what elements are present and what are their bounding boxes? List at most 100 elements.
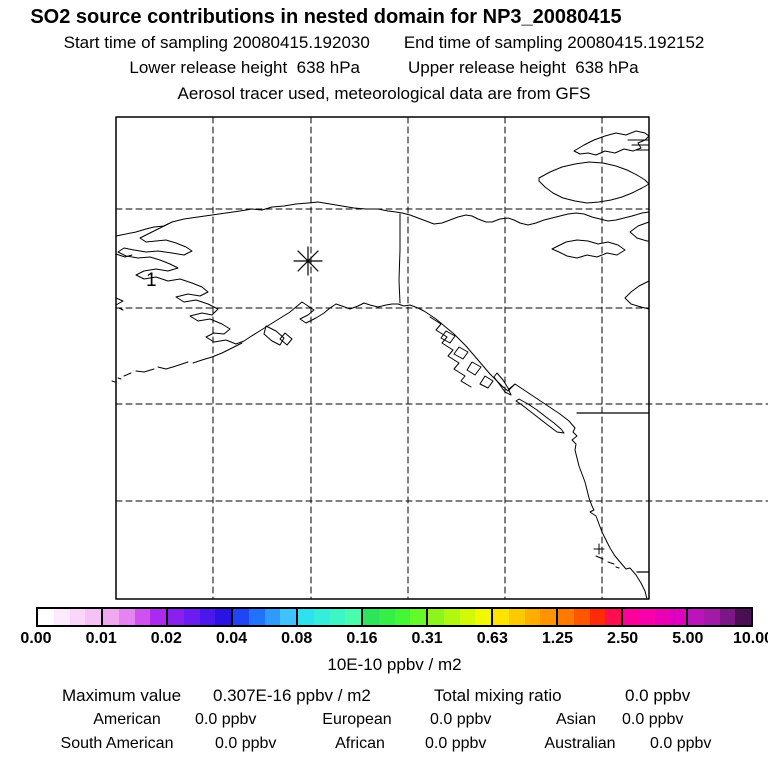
region-european-label: European (322, 711, 392, 728)
tracer-note-text: Aerosol tracer used, meteorological data… (177, 84, 591, 103)
max-value-label: Maximum value (62, 686, 182, 705)
colorbar-cell (248, 609, 265, 625)
colorbar-tick-label: 0.01 (85, 630, 117, 647)
colorbar-cell (686, 609, 704, 625)
colorbar-cell (410, 609, 426, 625)
colorbar-tick-label: 0.08 (281, 630, 313, 647)
region-european-value: 0.0 ppbv (430, 711, 492, 728)
upper-release-text: Upper release height 638 hPa (408, 58, 639, 77)
coastline-alaska-north-coast (115, 201, 650, 237)
colorbar-cell (491, 609, 509, 625)
region-south-american-value: 0.0 ppbv (215, 735, 277, 752)
region-south-american-label: South American (60, 735, 174, 752)
colorbar-cell (443, 609, 460, 625)
colorbar-cell (53, 609, 70, 625)
colorbar-cell (134, 609, 151, 625)
colorbar-cell (589, 609, 606, 625)
colorbar-cell (361, 609, 379, 625)
colorbar-cell (38, 609, 54, 625)
colorbar-cell (264, 609, 281, 625)
total-mixing-ratio-value: 0.0 ppbv (625, 686, 691, 705)
colorbar-cell (329, 609, 346, 625)
colorbar-cell (345, 609, 361, 625)
colorbar-unit-label: 10E-10 ppbv / m2 (327, 655, 462, 674)
great-slave-lake-fragment (624, 280, 650, 310)
colorbar-tick-label: 0.00 (20, 630, 52, 647)
border-alaska-canada-141w (398, 213, 401, 304)
colorbar-cell (231, 609, 249, 625)
colorbar-cell (280, 609, 296, 625)
colorbar-cell (524, 609, 541, 625)
vancouver-island (515, 398, 565, 434)
region-african-label: African (335, 735, 385, 752)
colorbar-cell (118, 609, 135, 625)
colorbar-tick-label: 10.00 (732, 630, 768, 647)
colorbar-cell (394, 609, 411, 625)
colorbar-cell (296, 609, 314, 625)
colorbar-cell (556, 609, 574, 625)
kodiak-island (263, 325, 293, 346)
colorbar-cell (670, 609, 686, 625)
colorbar (36, 607, 753, 627)
colorbar-cell (85, 609, 101, 625)
colorbar-tick-label: 1.25 (541, 630, 574, 647)
colorbar-cell (426, 609, 444, 625)
colorbar-cell (166, 609, 184, 625)
aleutian-islands (111, 361, 189, 383)
region-australian-value: 0.0 ppbv (650, 735, 712, 752)
colorbar-tick-label: 0.63 (476, 630, 508, 647)
start-time-text: Start time of sampling 20080415.192030 (63, 33, 370, 52)
colorbar-cell (313, 609, 330, 625)
colorbar-cell (459, 609, 476, 625)
total-mixing-ratio-label: Total mixing ratio (434, 686, 562, 705)
graticule-gridlines (115, 116, 768, 600)
region-asian-value: 0.0 ppbv (622, 711, 684, 728)
great-bear-lake (551, 239, 626, 259)
colorbar-cell (573, 609, 590, 625)
colorbar-cell (101, 609, 119, 625)
colorbar-cell (215, 609, 231, 625)
colorbar-tick-label: 0.16 (346, 630, 378, 647)
colorbar-cell (703, 609, 720, 625)
colorbar-cell (638, 609, 655, 625)
end-time-text: End time of sampling 20080415.192152 (403, 33, 705, 52)
colorbar-tick-label: 0.02 (150, 630, 182, 647)
colorbar-tick-label: 0.31 (411, 630, 443, 647)
colorbar-cell (183, 609, 200, 625)
bering-sea-islets (115, 253, 133, 311)
sampling-times-line: Start time of sampling 20080415.192030 En… (0, 33, 768, 53)
coastline-alaska-west-and-pacific-coast (117, 223, 648, 600)
colorbar-cell (150, 609, 166, 625)
map-frame (115, 116, 650, 600)
colorbar-tick-label: 2.50 (607, 630, 639, 647)
max-value-number: 0.307E-16 ppbv / m2 (213, 686, 371, 705)
region-number-label: 1 (146, 270, 157, 291)
region-african-value: 0.0 ppbv (425, 735, 487, 752)
haida-gwaii-island (493, 372, 512, 396)
colorbar-cell (605, 609, 621, 625)
release-heights-line: Lower release height 638 hPa Upper releas… (0, 58, 768, 78)
colorbar-cell (508, 609, 525, 625)
region-australian-label: Australian (544, 735, 616, 752)
region-american-label: American (93, 711, 161, 728)
lower-release-text: Lower release height 638 hPa (129, 58, 360, 77)
colorbar-tick-label: 5.00 (672, 630, 704, 647)
alexander-archipelago-islands (429, 316, 494, 389)
coastline-alaska-peninsula (192, 342, 243, 364)
region-asian-label: Asian (555, 711, 597, 728)
region-american-value: 0.0 ppbv (195, 711, 257, 728)
colorbar-cell (654, 609, 671, 625)
colorbar-cell (199, 609, 216, 625)
release-marker-asterisk (293, 246, 323, 276)
coast-fragment-east-edge (629, 221, 650, 242)
colorbar-tick-label: 0.04 (215, 630, 248, 647)
colorbar-cell (475, 609, 491, 625)
arctic-island-victoria (538, 161, 650, 204)
colorbar-cell (69, 609, 86, 625)
channel-islands-marks (593, 543, 620, 569)
coastlines (111, 130, 650, 600)
colorbar-cell (378, 609, 395, 625)
colorbar-cell (621, 609, 639, 625)
colorbar-cell (719, 609, 736, 625)
